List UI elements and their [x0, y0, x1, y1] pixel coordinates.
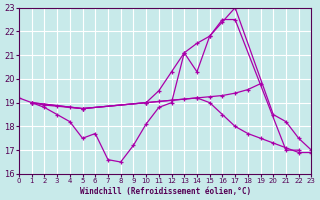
- X-axis label: Windchill (Refroidissement éolien,°C): Windchill (Refroidissement éolien,°C): [80, 187, 251, 196]
